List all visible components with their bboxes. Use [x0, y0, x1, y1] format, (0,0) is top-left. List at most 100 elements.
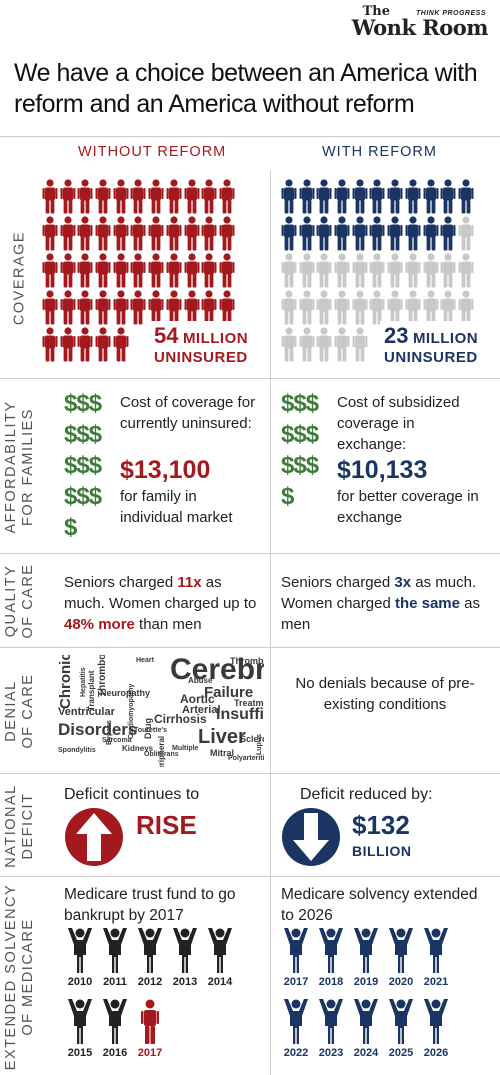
word-cloud-term: Transplant: [87, 670, 96, 711]
year-figure: 2022: [280, 999, 312, 1059]
person-icon: [440, 179, 458, 216]
affordability-amount-with: $10,133: [337, 456, 428, 484]
quality-highlight: 48% more: [64, 616, 135, 633]
uninsured-stat-with: 23 MILLION UNINSURED: [380, 321, 483, 366]
deficit-unit-with: BILLION: [352, 843, 412, 859]
year-figure: 2010: [64, 928, 96, 988]
person-icon: [299, 253, 317, 290]
divider: [0, 378, 500, 379]
headline: We have a choice between an America with…: [14, 59, 478, 118]
word-cloud-term: Hepatitis: [80, 667, 87, 697]
row-label-coverage: COVERAGE: [11, 230, 28, 326]
year-figure: 2016: [99, 999, 131, 1059]
person-icon: [113, 216, 131, 253]
dollar-signs: $$$: [281, 452, 319, 479]
year-figure: 2017: [134, 999, 166, 1059]
word-cloud-term: Obliterans: [144, 751, 179, 758]
person-icon: [77, 290, 95, 327]
divider: [0, 553, 500, 554]
dollar-signs: $$$: [281, 390, 319, 417]
person-icon: [316, 327, 334, 364]
year-figure: 2015: [64, 999, 96, 1059]
person-icon: [130, 179, 148, 216]
person-icon: [369, 253, 387, 290]
year-label: 2012: [137, 976, 163, 988]
word-cloud-term: Sclerosis: [240, 734, 264, 744]
person-icon: [387, 216, 405, 253]
word-cloud-term: Bypass: [106, 720, 113, 745]
person-icon: [387, 290, 405, 327]
person-icon: [77, 327, 95, 364]
deficit-word-without: RISE: [136, 810, 197, 840]
person-icon: [423, 216, 441, 253]
brand-name: Wonk Room: [351, 15, 489, 40]
word-cloud-term: Insufficiency: [216, 706, 264, 723]
year-figure: 2021: [420, 928, 452, 988]
word-cloud-term: Arterial: [182, 704, 221, 716]
word-cloud-term: Cerebral: [170, 655, 264, 686]
year-figure: 2018: [315, 928, 347, 988]
word-cloud-term: Sarcoma: [102, 737, 132, 744]
person-icon: [219, 179, 237, 216]
person-icon: [60, 290, 78, 327]
person-icon: [42, 253, 60, 290]
affordability-note-with: for better coverage in exchange: [337, 488, 479, 526]
person-icon: [316, 179, 334, 216]
person-icon: [334, 290, 352, 327]
affordability-desc-with: Cost of subsidized coverage in exchange:: [337, 394, 460, 453]
person-icon: [130, 327, 148, 364]
person-icon: [281, 216, 299, 253]
person-icon: [95, 253, 113, 290]
year-label: 2017: [137, 1047, 163, 1059]
person-icon: [458, 179, 476, 216]
quality-text-with: Seniors charged 3x as much. Women charge…: [281, 574, 481, 633]
person-icon: [42, 327, 60, 364]
person-icon: [95, 216, 113, 253]
year-figure: 2023: [315, 999, 347, 1059]
medicare-text-with: Medicare solvency extended to 2026: [281, 886, 478, 924]
person-icon: [316, 290, 334, 327]
divider: [0, 647, 500, 648]
year-label: 2010: [67, 976, 93, 988]
word-cloud-term: Failure: [204, 684, 254, 701]
dollar-signs: $$$: [64, 483, 102, 510]
affordability-amount-without: $13,100: [120, 456, 211, 484]
year-figure: 2014: [204, 928, 236, 988]
column-header-with: WITH REFORM: [322, 144, 437, 160]
person-icon: [77, 216, 95, 253]
quality-text-without: Seniors charged 11x as much. Women charg…: [64, 574, 257, 633]
word-cloud-term: Kidneys: [122, 744, 154, 753]
uninsured-unit: MILLION: [182, 330, 249, 347]
word-cloud-term: Disorders: [58, 720, 138, 739]
word-cloud-term: Treatment: [234, 698, 264, 708]
row-label-affordability: AFFORDABILITY FOR FAMILIES: [3, 399, 36, 534]
person-icon: [299, 290, 317, 327]
person-icon: [334, 179, 352, 216]
affordability-note-without: for family in individual market: [120, 488, 233, 526]
dollar-signs: $: [281, 483, 294, 510]
person-icon: [281, 179, 299, 216]
person-icon: [219, 290, 237, 327]
year-figure: 2020: [385, 928, 417, 988]
person-icon: [334, 253, 352, 290]
quality-highlight: 11x: [177, 574, 202, 591]
person-icon: [405, 216, 423, 253]
person-icon: [42, 179, 60, 216]
person-icon: [281, 327, 299, 364]
medicare-text-without: Medicare trust fund to go bankrupt by 20…: [64, 886, 236, 924]
brand-tagline: THINK PROGRESS: [415, 10, 486, 17]
person-icon: [148, 179, 166, 216]
year-figure: 2026: [420, 999, 452, 1059]
uninsured-figures-without: [42, 179, 237, 364]
person-icon: [405, 253, 423, 290]
person-icon: [148, 216, 166, 253]
person-icon: [458, 253, 476, 290]
person-icon: [130, 290, 148, 327]
person-icon: [95, 179, 113, 216]
person-icon: [387, 179, 405, 216]
affordability-desc-without: Cost of coverage for currently uninsured…: [120, 394, 256, 432]
uninsured-stat-without: 54 MILLION UNINSURED: [150, 321, 253, 366]
denial-text-with: No denials because of pre-existing condi…: [295, 675, 475, 713]
person-icon: [42, 216, 60, 253]
person-icon: [299, 327, 317, 364]
